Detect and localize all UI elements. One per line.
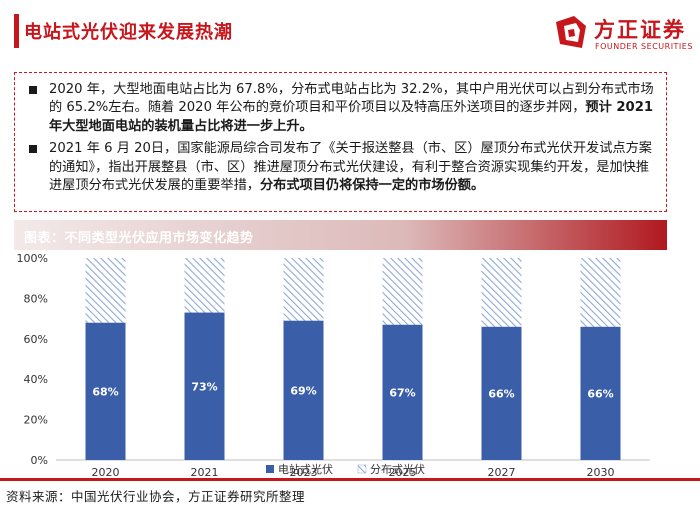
bullet-text: 2021 年 6 月 20日，国家能源局综合司发布了《关于报送整县（市、区）屋顶… (49, 141, 652, 194)
data-label: 68% (92, 385, 118, 398)
bullet-text: 2020 年，大型地面电站占比为 67.8%，分布式电站占比为 32.2%，其中… (49, 82, 654, 116)
logo-chinese-name: 方正证券 (594, 18, 686, 42)
chart-legend: 电站式光伏 分布式光伏 (266, 462, 425, 476)
data-label: 67% (389, 386, 415, 399)
y-tick-label: 60% (24, 333, 48, 346)
logo-english-name: FOUNDER SECURITIES (595, 42, 693, 51)
x-tick-label: 2030 (587, 466, 615, 478)
market-share-chart: 0% 20% 40% 60% 80% 100% 68% 2020 73% 2021 69% 2023… (17, 252, 650, 478)
square-bullet-icon (29, 86, 37, 94)
x-tick-label: 2023 (290, 466, 318, 478)
bar-segment-utility (283, 320, 324, 460)
footer-divider (0, 478, 700, 481)
bullet-item: 2021 年 6 月 20日，国家能源局综合司发布了《关于报送整县（市、区）屋顶… (27, 140, 656, 195)
footer: 资料来源：中国光伏行业协会，方正证券研究所整理 (0, 478, 700, 525)
bar-segment-utility (580, 326, 621, 460)
data-label: 73% (191, 380, 217, 393)
bar-segment-distributed (580, 258, 621, 327)
legend-label: 分布式光伏 (370, 462, 425, 476)
legend-swatch (266, 465, 274, 473)
bar-segment-distributed (85, 258, 126, 323)
bar-segment-distributed (382, 258, 423, 325)
x-tick-label: 2025 (389, 466, 417, 478)
chart-axes: 0% 20% 40% 60% 80% 100% (17, 252, 650, 467)
summary-box: 2020 年，大型地面电站占比为 67.8%，分布式电站占比为 32.2%，其中… (14, 72, 667, 212)
founder-logo-icon (556, 16, 586, 48)
bar-segment-utility (382, 324, 423, 460)
x-tick-label: 2027 (488, 466, 516, 478)
title-accent-bar (14, 14, 19, 48)
bar-segment-utility (85, 322, 126, 460)
y-tick-label: 20% (24, 414, 48, 427)
chart-header: 图表：不同类型光伏应用市场变化趋势 (14, 220, 667, 250)
bar-segment-distributed (283, 258, 324, 321)
data-label: 66% (488, 387, 514, 400)
bar-segment-utility (184, 312, 225, 460)
source-note: 资料来源：中国光伏行业协会，方正证券研究所整理 (6, 489, 306, 504)
legend-swatch (357, 464, 367, 474)
x-tick-label: 2021 (191, 466, 219, 478)
chart-bars (85, 258, 621, 460)
legend-label: 电站式光伏 (278, 462, 333, 476)
bullet-emphasis: 预计 2021 年大型地面电站的装机量占比将进一步上升。 (49, 100, 654, 134)
x-tick-label: 2020 (92, 466, 120, 478)
bar-segment-distributed (184, 258, 225, 313)
bullet-emphasis: 分布式项目仍将保持一定的市场份额。 (260, 178, 485, 194)
y-tick-label: 40% (24, 373, 48, 386)
data-label: 69% (290, 384, 316, 397)
company-logo: 方正证券 FOUNDER SECURITIES (552, 12, 692, 58)
y-tick-label: 0% (31, 454, 48, 467)
data-label: 66% (587, 387, 613, 400)
bar-segment-distributed (481, 258, 522, 327)
page-title: 电站式光伏迎来发展热潮 (24, 22, 233, 43)
y-tick-label: 100% (17, 252, 48, 265)
square-bullet-icon (29, 145, 37, 154)
bar-segment-utility (481, 326, 522, 460)
y-tick-label: 80% (24, 292, 48, 305)
bullet-item: 2020 年，大型地面电站占比为 67.8%，分布式电站占比为 32.2%，其中… (27, 81, 656, 136)
chart-title: 图表：不同类型光伏应用市场变化趋势 (24, 231, 254, 246)
chart-labels: 68% 2020 73% 2021 69% 2023 67% 2025 66% 2027 66% 20… (92, 380, 615, 478)
